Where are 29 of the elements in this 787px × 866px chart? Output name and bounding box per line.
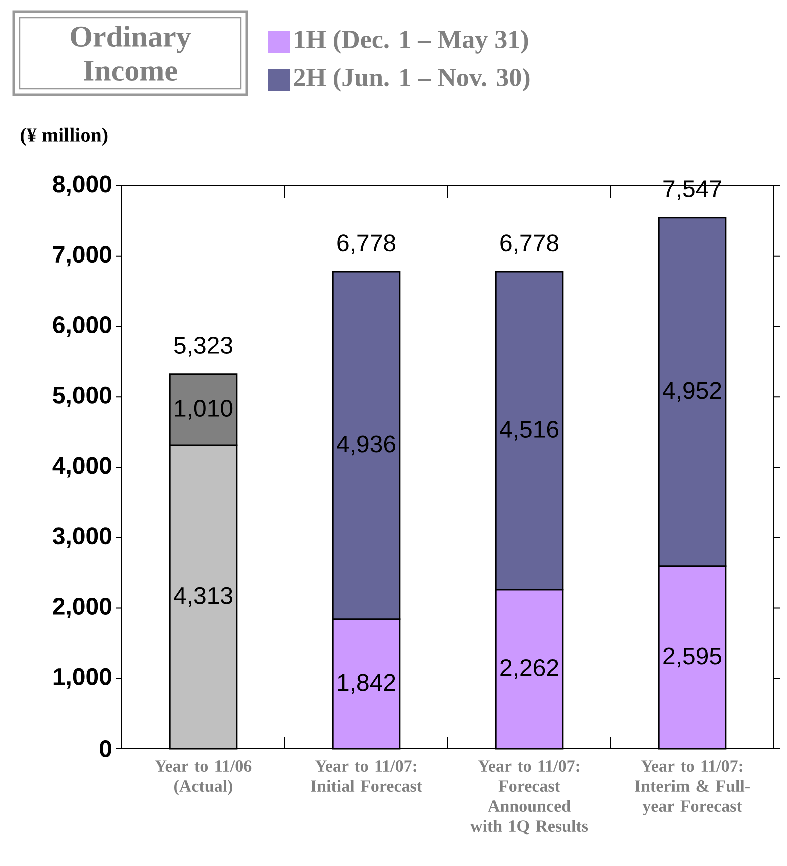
y-tick-label: 1,000 [54, 668, 112, 689]
data-label: 4,952 [663, 382, 722, 402]
data-label: 1,842 [338, 674, 396, 694]
y-tick-label: 2,000 [53, 598, 112, 618]
data-label: 2,595 [664, 648, 722, 668]
y-tick-label: 5,000 [53, 386, 112, 408]
y-tick-label: 6,000 [53, 316, 112, 337]
legend-label: 1H (Dec. 1 – May 31) [295, 30, 528, 54]
x-tick-label: Year to 11/07: Interim & Full-year Forecast [635, 760, 750, 816]
total-label: 6,778 [338, 234, 396, 254]
y-tick-label: 0 [100, 740, 112, 758]
data-label: 4,936 [337, 436, 396, 456]
y-tick-label: 4,000 [52, 457, 112, 478]
data-label: 1,010 [175, 400, 233, 420]
data-label: 4,313 [174, 587, 232, 608]
legend-label: 2H (Jun. 1 – Nov. 30) [294, 68, 530, 92]
total-label: 5,323 [174, 337, 232, 357]
y-tick-label: 3,000 [52, 528, 112, 548]
chart-title: Ordinary Income [71, 26, 192, 82]
data-label: 4,516 [500, 421, 558, 441]
x-tick-label: Year to 11/06 (Actual) [155, 760, 252, 796]
total-label: 7,547 [664, 180, 722, 200]
x-tick-label: Year to 11/07: Initial Forecast [311, 760, 422, 792]
y-axis-title: (¥ million) [21, 128, 108, 146]
y-tick-label: 8,000 [53, 176, 112, 196]
data-label: 2,262 [500, 660, 558, 680]
x-tick-label: Year to 11/07: Forecast Announced with 1Q Results [470, 760, 588, 835]
total-label: 6,778 [500, 234, 558, 254]
y-tick-label: 7,000 [53, 246, 112, 267]
